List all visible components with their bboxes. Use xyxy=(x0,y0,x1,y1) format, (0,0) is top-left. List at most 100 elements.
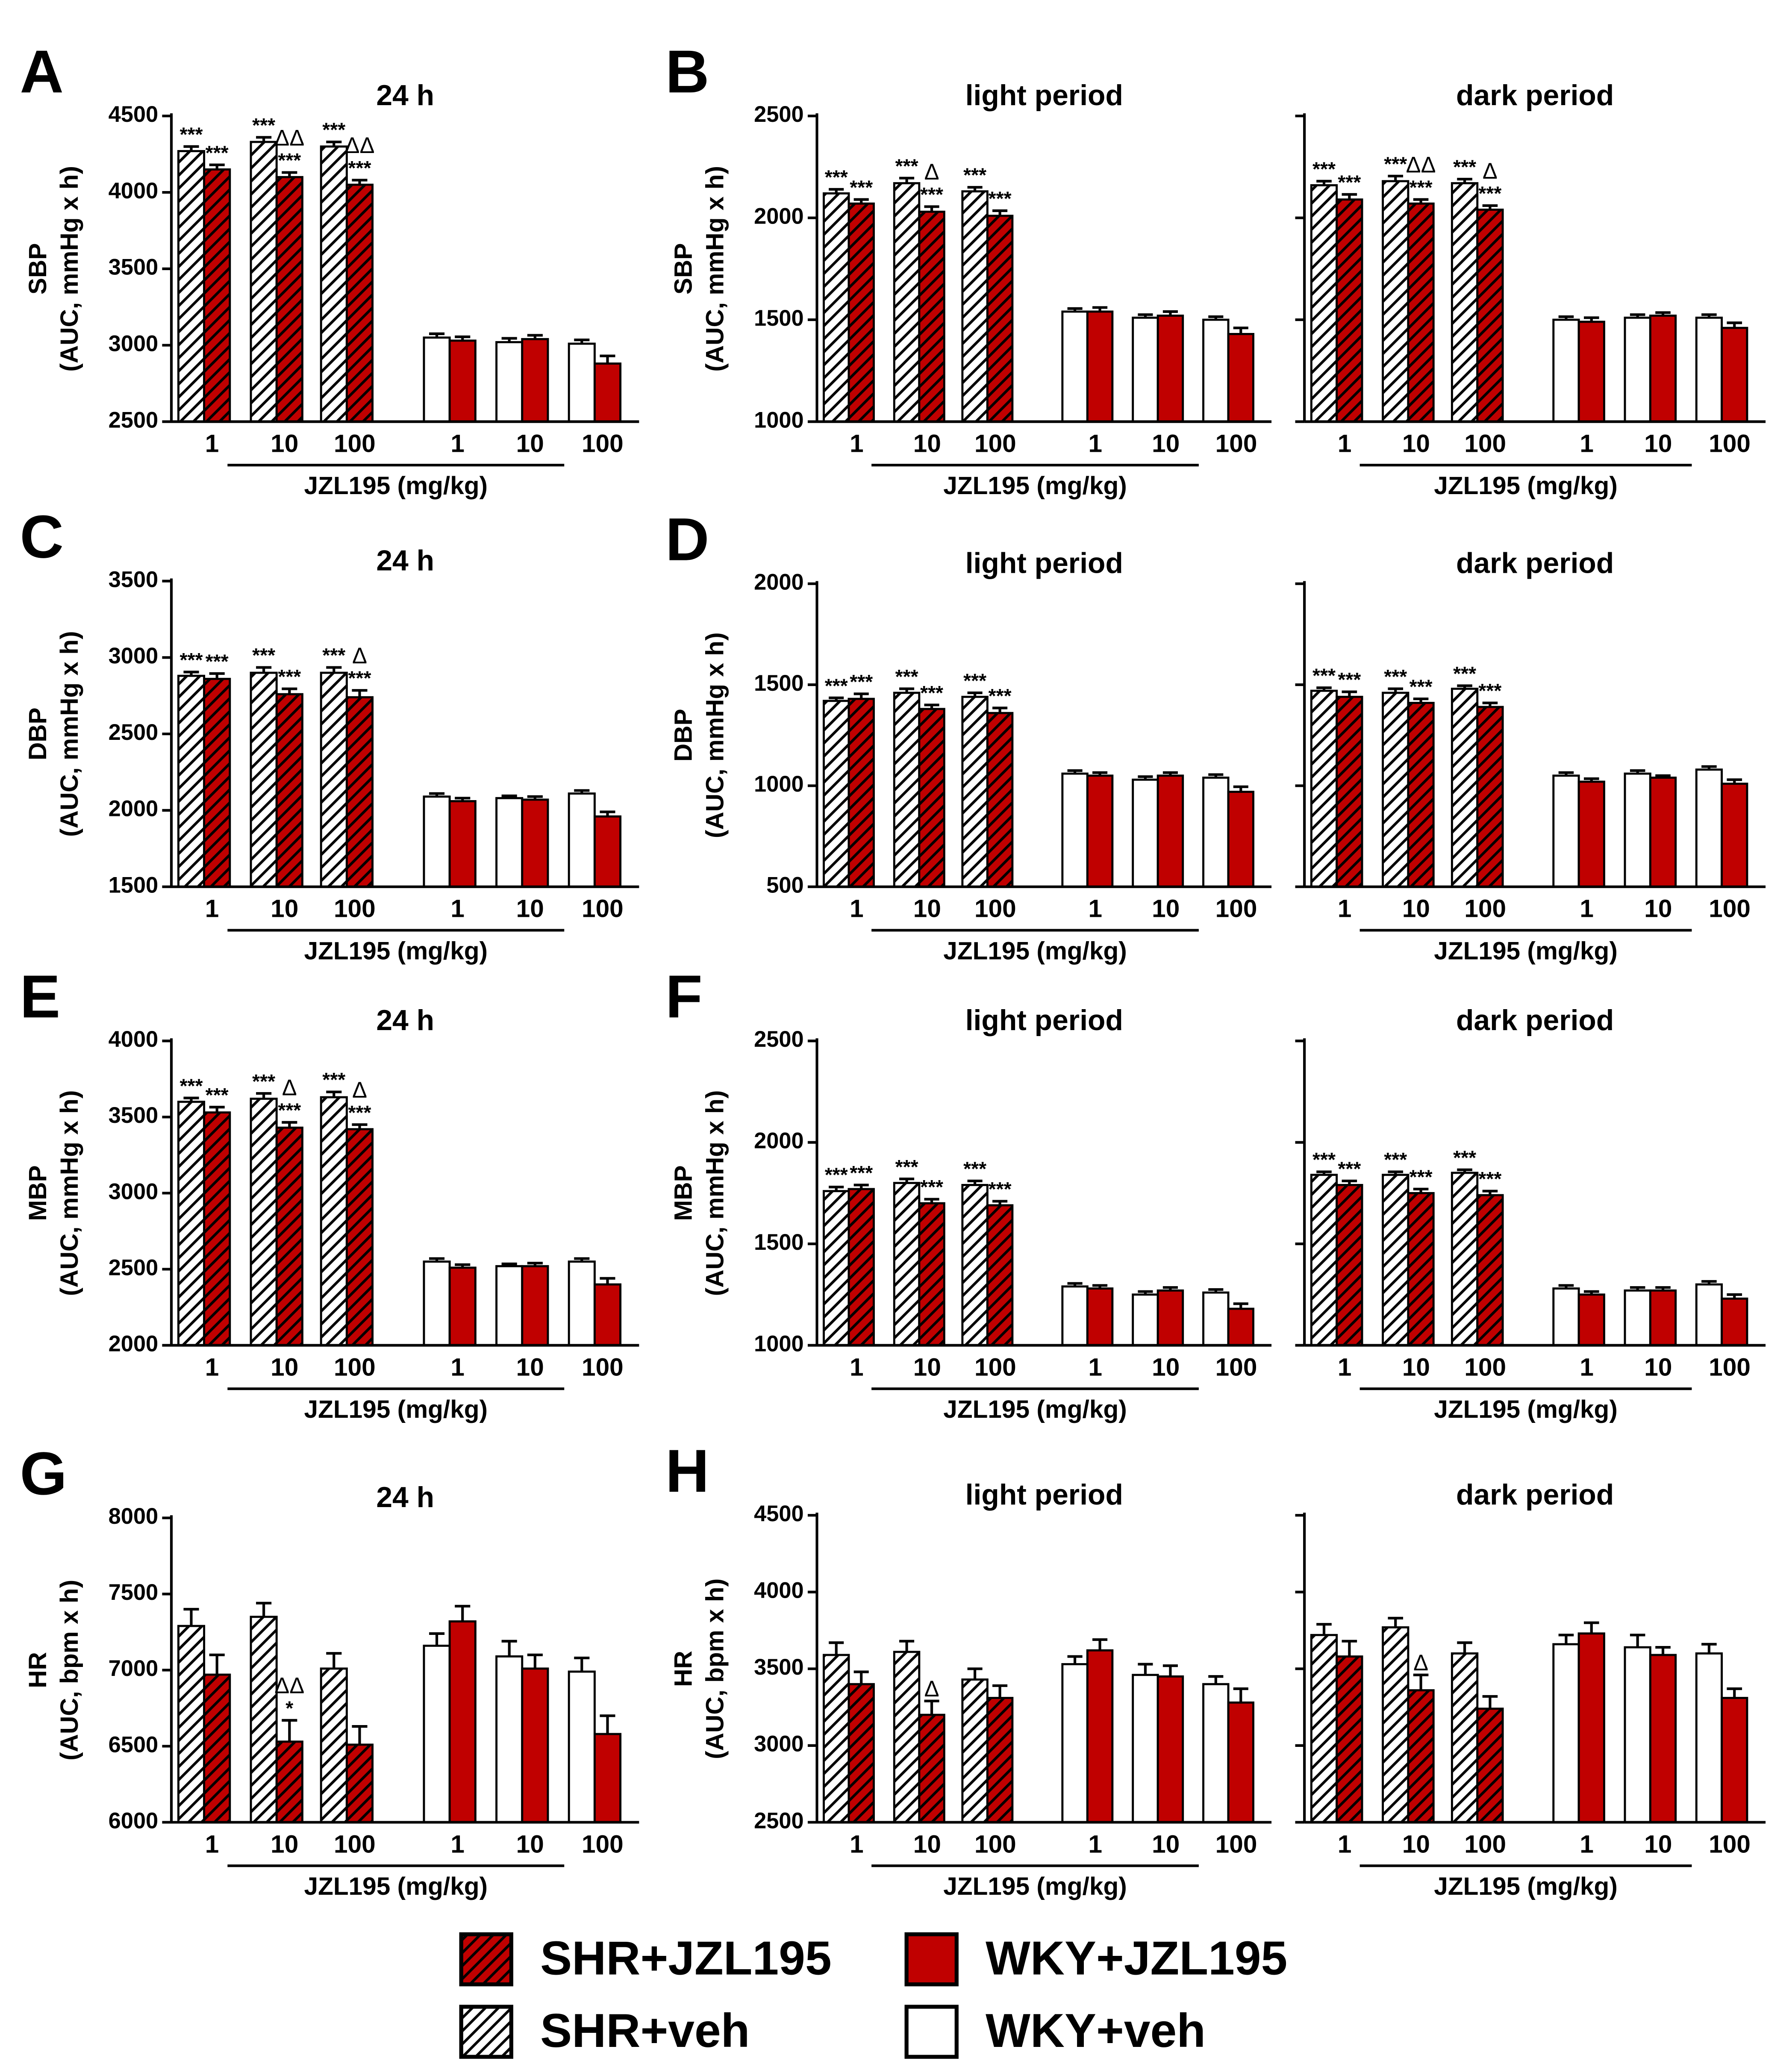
y-axis-label: (AUC, mmHg x h) xyxy=(56,166,83,372)
error-bar xyxy=(501,794,517,798)
error-bar xyxy=(967,1179,983,1185)
y-axis-label: DBP xyxy=(24,707,52,760)
error-bar xyxy=(1092,306,1108,312)
error-bar xyxy=(1727,1687,1742,1698)
error-bar xyxy=(1067,1282,1083,1287)
bar xyxy=(1202,776,1230,888)
x-tick-label: 10 xyxy=(913,895,941,923)
bar xyxy=(250,141,278,423)
delta-label: ΔΔ xyxy=(274,1674,304,1699)
x-tick-label: 100 xyxy=(974,1353,1016,1381)
error-bar xyxy=(1162,771,1178,776)
error-bar xyxy=(1233,327,1248,334)
error-bar xyxy=(429,1257,445,1262)
y-tick-label: 8000 xyxy=(109,1504,159,1529)
error-bar xyxy=(1413,1187,1429,1193)
significance-label: *** xyxy=(850,671,873,693)
x-tick-label: 100 xyxy=(1464,1830,1506,1858)
x-tick-label: 1 xyxy=(1089,895,1103,923)
bar xyxy=(1086,1649,1114,1823)
bar xyxy=(1382,1626,1409,1823)
bar xyxy=(1649,315,1677,423)
y-axis-label: (AUC, bpm x h) xyxy=(701,1578,729,1759)
error-bar xyxy=(256,1092,272,1099)
significance-label: *** xyxy=(963,1158,986,1180)
bar xyxy=(345,183,374,423)
x-tick-label: 10 xyxy=(1644,895,1672,923)
error-bar xyxy=(1138,313,1153,318)
error-bar xyxy=(992,1684,1008,1698)
x-tick-label: 10 xyxy=(516,1353,544,1381)
panel-letter: E xyxy=(20,963,60,1031)
significance-label: *** xyxy=(1338,668,1361,691)
x-tick-label: 1 xyxy=(1580,1830,1594,1858)
x-tick-label: 100 xyxy=(1215,430,1257,457)
significance-label: *** xyxy=(206,1084,229,1106)
x-tick-label: 1 xyxy=(850,1353,864,1381)
panel-title: light period xyxy=(965,547,1123,579)
x-tick-label: 1 xyxy=(1338,1830,1352,1858)
x-tick-label: 10 xyxy=(271,1353,298,1381)
error-bar xyxy=(967,691,983,697)
x-tick-label: 100 xyxy=(1215,1830,1257,1858)
significance-label: *** xyxy=(825,674,848,697)
error-bar xyxy=(1208,315,1224,320)
bar xyxy=(423,1644,451,1823)
panel-title: dark period xyxy=(1456,1004,1614,1036)
bar xyxy=(961,1184,989,1346)
error-bar xyxy=(829,1641,844,1655)
x-axis-label: JZL195 (mg/kg) xyxy=(943,1873,1127,1900)
legend-label: WKY+JZL195 xyxy=(986,1932,1287,1985)
x-tick-label: 100 xyxy=(582,430,624,457)
error-bar xyxy=(1208,1288,1224,1293)
error-bar xyxy=(352,1123,368,1129)
bar xyxy=(521,1667,549,1823)
y-tick-label: 3000 xyxy=(109,332,159,356)
y-tick-label: 1500 xyxy=(109,873,159,898)
y-tick-label: 3000 xyxy=(109,644,159,668)
panel-letter: D xyxy=(665,506,709,574)
bar xyxy=(1086,774,1114,888)
legend-label: SHR+JZL195 xyxy=(540,1932,832,1985)
y-axis-label: SBP xyxy=(24,243,52,294)
significance-label: * xyxy=(285,1697,293,1719)
x-tick-label: 1 xyxy=(1580,895,1594,923)
error-bar xyxy=(924,205,939,212)
bar xyxy=(1336,198,1363,423)
bar xyxy=(1227,333,1255,423)
error-bar xyxy=(924,1198,939,1204)
panel: C 24 h DBP (AUC, mmHg x h) 1500 2000 2500 3000 3… xyxy=(20,503,639,965)
bar xyxy=(250,671,278,888)
x-tick-label: 10 xyxy=(913,1830,941,1858)
x-tick-label: 10 xyxy=(1402,1830,1430,1858)
significance-label: *** xyxy=(1478,1168,1501,1190)
significance-label: *** xyxy=(1478,183,1501,205)
panel-title: dark period xyxy=(1456,80,1614,112)
x-axis-label: JZL195 (mg/kg) xyxy=(304,472,488,500)
y-axis-label: (AUC, mmHg x h) xyxy=(56,1090,83,1296)
x-axis-label: JZL195 (mg/kg) xyxy=(943,472,1127,500)
error-bar xyxy=(1413,1673,1429,1690)
y-tick-label: 6000 xyxy=(109,1808,159,1833)
error-bar xyxy=(899,177,915,183)
y-axis-label: DBP xyxy=(670,709,697,762)
y-tick-label: 1500 xyxy=(754,306,804,331)
error-bar xyxy=(574,1656,590,1672)
error-bar xyxy=(527,334,543,339)
x-tick-label: 1 xyxy=(1338,1353,1352,1381)
bar xyxy=(986,215,1014,423)
bar xyxy=(1695,1283,1723,1346)
error-bar xyxy=(1584,1290,1599,1295)
x-axis-label: JZL195 (mg/kg) xyxy=(304,1873,488,1900)
panel: dark period*** *** ****** ***ΔΔ***Δ1 10 100 1 1… xyxy=(1295,80,1766,500)
bar xyxy=(1132,778,1159,888)
x-axis-label: JZL195 (mg/kg) xyxy=(1434,937,1618,965)
error-bar xyxy=(1388,1617,1404,1628)
bar xyxy=(961,1678,989,1823)
error-bar xyxy=(1630,769,1645,774)
y-tick-label: 2000 xyxy=(754,570,804,595)
significance-label: *** xyxy=(850,1162,873,1184)
y-tick-label: 1000 xyxy=(754,1331,804,1356)
error-bar xyxy=(924,1699,939,1715)
